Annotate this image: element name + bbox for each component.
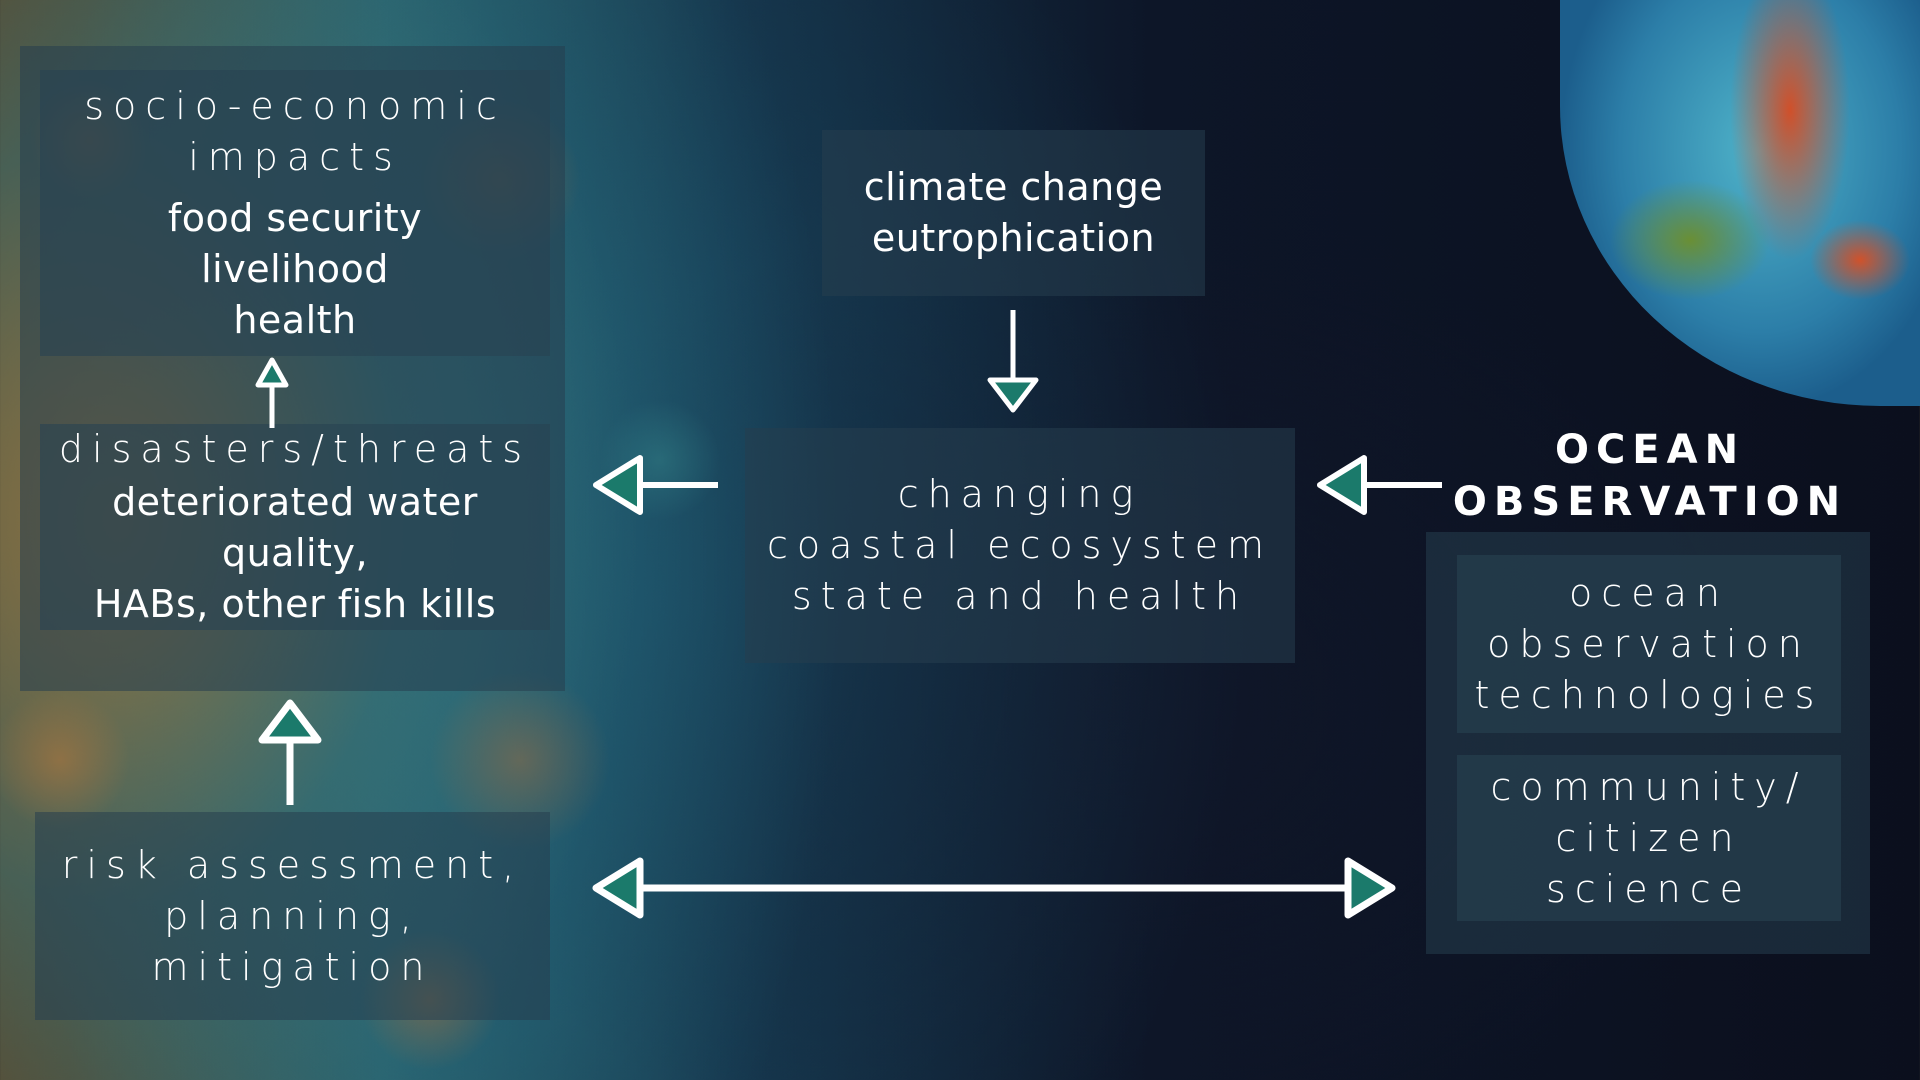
arrow-up-icon: [255, 357, 289, 428]
socio-economic-title: socio-economic: [84, 83, 506, 128]
impact-item: food security: [167, 195, 423, 240]
disasters-detail: deteriorated water quality,: [112, 480, 478, 575]
citizen-line: citizen: [1555, 815, 1743, 860]
arrow-left-icon: [1317, 455, 1442, 515]
socio-economic-box: socio-economic impacts food security liv…: [40, 70, 550, 356]
ecosystem-line: changing: [897, 472, 1143, 516]
heading-line: OCEAN: [1554, 427, 1746, 473]
ecosystem-line: coastal ecosystem: [767, 523, 1273, 567]
disasters-title: disasters/threats: [58, 427, 532, 471]
citizen-line: science: [1546, 866, 1752, 911]
citizen-science-box: community/ citizen science: [1457, 755, 1841, 921]
drivers-box: climate change eutrophication: [822, 130, 1205, 296]
arrow-up-icon: [258, 699, 322, 805]
citizen-line: community/: [1490, 764, 1808, 809]
double-arrow-icon: [592, 857, 1396, 919]
socio-economic-title-2: impacts: [188, 134, 402, 179]
risk-line: mitigation: [151, 944, 434, 989]
disasters-detail-2: HABs, other fish kills: [93, 582, 497, 626]
impact-item: health: [233, 297, 357, 342]
heading-line: OBSERVATION: [1452, 479, 1848, 525]
ocean-observation-heading: OCEAN OBSERVATION: [1440, 424, 1860, 528]
ecosystem-line: state and health: [791, 574, 1249, 618]
technologies-line: technologies: [1474, 672, 1824, 717]
risk-line: risk assessment,: [61, 842, 524, 887]
arrow-down-icon: [987, 310, 1039, 413]
disasters-box: disasters/threats deteriorated water qua…: [40, 424, 550, 630]
arrow-left-icon: [593, 455, 718, 515]
driver-item: climate change: [863, 165, 1164, 209]
technologies-line: observation: [1487, 621, 1811, 666]
driver-item: eutrophication: [871, 216, 1156, 260]
risk-box: risk assessment, planning, mitigation: [35, 812, 550, 1020]
technologies-box: ocean observation technologies: [1457, 555, 1841, 733]
ecosystem-box: changing coastal ecosystem state and hea…: [745, 428, 1295, 663]
technologies-line: ocean: [1569, 570, 1729, 615]
risk-line: planning,: [164, 893, 421, 938]
impact-item: livelihood: [201, 246, 389, 291]
